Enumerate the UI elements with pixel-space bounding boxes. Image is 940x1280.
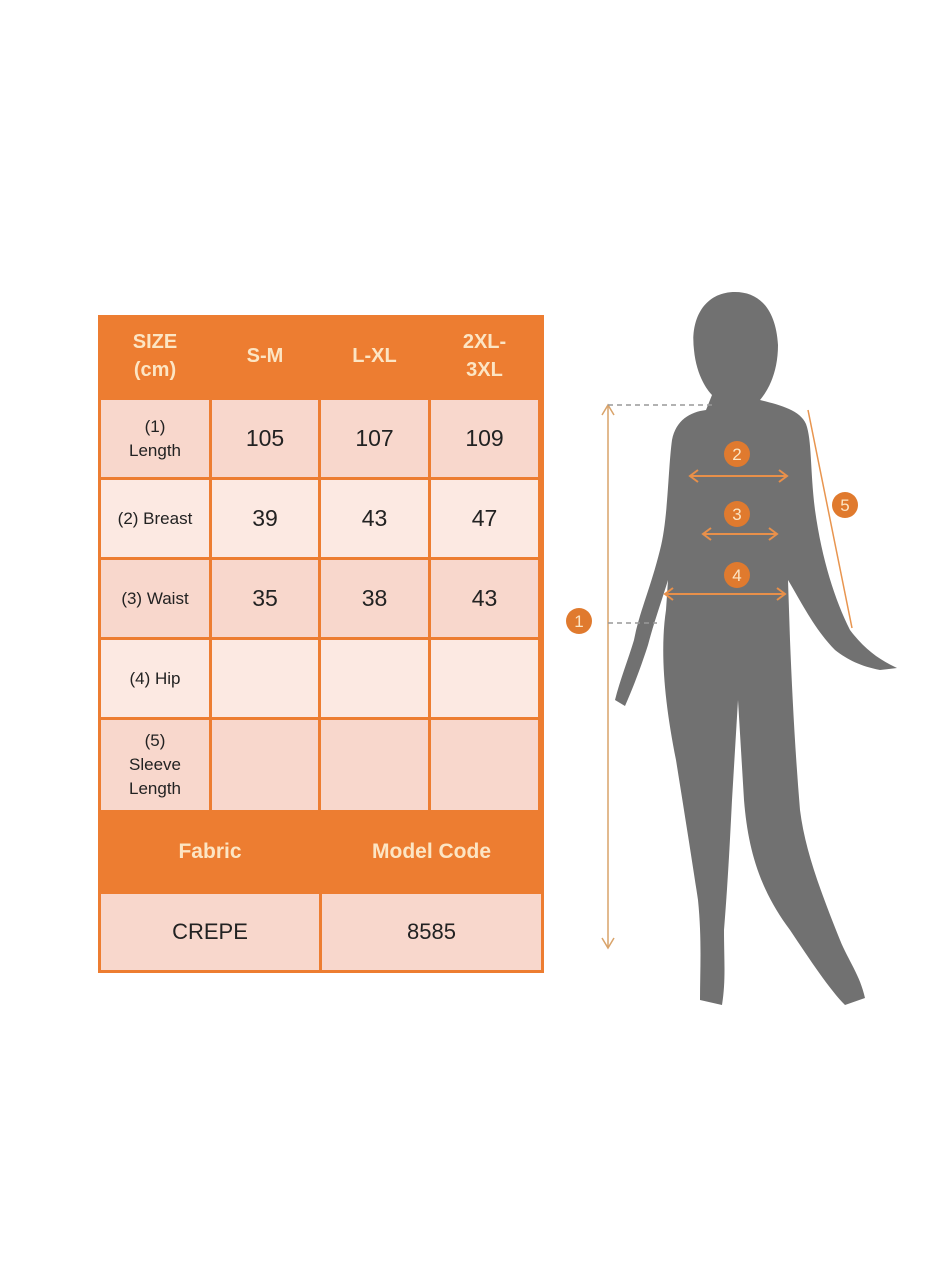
info-table-row: CREPE 8585	[98, 894, 544, 973]
table-row-breast: (2) Breast 39 43 47	[98, 480, 544, 560]
header-model-code: Model Code	[372, 840, 491, 863]
table-row-sleeve-length: (5) Sleeve Length	[98, 720, 544, 813]
marker-1: 1	[566, 608, 592, 634]
hip-arrow	[663, 587, 787, 601]
size-table-header: SIZE (cm) S-M L-XL 2XL- 3XL	[98, 315, 544, 400]
breast-arrow	[688, 469, 789, 483]
table-row-length: (1) Length 105 107 109	[98, 400, 544, 480]
header-s-m: S-M	[246, 345, 284, 367]
svg-text:1: 1	[574, 612, 583, 631]
table-cell: 109	[431, 400, 538, 477]
table-cell	[212, 640, 318, 717]
marker-2: 2	[724, 441, 750, 467]
header-l-xl: L-XL	[352, 345, 397, 367]
row-label: (4) Hip	[101, 640, 209, 717]
svg-text:3: 3	[732, 505, 741, 524]
table-cell: 47	[431, 480, 538, 557]
info-table-header: Fabric Model Code	[98, 813, 544, 894]
sleeve-arrow	[807, 409, 853, 629]
table-cell	[212, 720, 318, 810]
marker-3: 3	[724, 501, 750, 527]
table-cell: 107	[321, 400, 428, 477]
model-code-value: 8585	[322, 894, 541, 970]
table-cell: 105	[212, 400, 318, 477]
row-label: (5) Sleeve Length	[101, 720, 209, 810]
svg-text:2: 2	[732, 445, 741, 464]
svg-text:5: 5	[840, 496, 849, 515]
table-cell	[431, 640, 538, 717]
header-fabric: Fabric	[178, 840, 242, 863]
row-label: (2) Breast	[101, 480, 209, 557]
svg-text:4: 4	[732, 566, 741, 585]
row-label: (3) Waist	[101, 560, 209, 637]
table-cell: 38	[321, 560, 428, 637]
table-row-waist: (3) Waist 35 38 43	[98, 560, 544, 640]
table-cell	[431, 720, 538, 810]
table-cell	[321, 720, 428, 810]
header-2xl-3xl: 2XL- 3XL	[462, 331, 507, 381]
table-row-hip: (4) Hip	[98, 640, 544, 720]
table-cell: 43	[321, 480, 428, 557]
table-cell: 39	[212, 480, 318, 557]
size-table: SIZE (cm) S-M L-XL 2XL- 3XL (1) Length 1…	[98, 315, 544, 973]
fabric-value: CREPE	[101, 894, 319, 970]
silhouette	[615, 292, 897, 1005]
table-cell	[321, 640, 428, 717]
row-label: (1) Length	[101, 400, 209, 477]
marker-5: 5	[832, 492, 858, 518]
waist-arrow	[701, 527, 779, 541]
header-size: SIZE (cm)	[132, 331, 178, 381]
marker-4: 4	[724, 562, 750, 588]
table-cell: 43	[431, 560, 538, 637]
table-cell: 35	[212, 560, 318, 637]
